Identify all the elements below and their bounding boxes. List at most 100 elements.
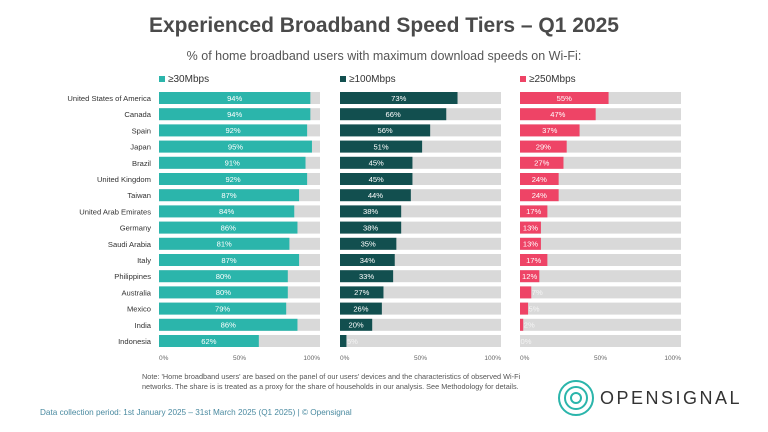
bar — [520, 173, 559, 185]
data-label: 27% — [354, 288, 369, 297]
bar — [159, 92, 311, 104]
bar-track — [520, 221, 681, 234]
data-label: 80% — [216, 288, 231, 297]
country-label: Italy — [137, 256, 151, 265]
data-label: 5% — [347, 337, 358, 346]
data-label: 37% — [542, 126, 557, 135]
bar — [520, 124, 580, 137]
data-label: 17% — [526, 256, 541, 265]
data-label: 56% — [377, 126, 392, 135]
bar — [340, 302, 382, 315]
country-label: United Arab Emirates — [79, 207, 151, 216]
bar — [340, 286, 384, 299]
data-label: 45% — [369, 175, 384, 184]
data-label: 7% — [532, 288, 543, 297]
bar — [340, 189, 411, 202]
bar-track — [520, 302, 681, 315]
bar — [520, 189, 559, 202]
tick-label: 0% — [159, 355, 169, 362]
data-label: 35% — [361, 240, 376, 249]
data-label: 73% — [391, 94, 406, 103]
data-label: 24% — [532, 191, 547, 200]
data-label: 92% — [225, 175, 240, 184]
opensignal-logo-icon — [558, 380, 594, 416]
bar-track — [520, 205, 681, 218]
bar — [340, 92, 458, 104]
data-label: 33% — [359, 272, 374, 281]
bar — [159, 237, 290, 250]
data-label: 38% — [363, 207, 378, 216]
data-collection-footer: Data collection period: 1st January 2025… — [40, 408, 352, 417]
country-label: Taiwan — [127, 191, 151, 200]
bar — [159, 254, 300, 266]
bar — [159, 335, 259, 347]
country-label: Australia — [121, 288, 151, 297]
bar — [159, 124, 308, 137]
bar — [159, 286, 288, 299]
bar — [520, 237, 541, 250]
bar — [520, 156, 564, 169]
bar — [159, 221, 298, 234]
opensignal-logo: OPENSIGNAL — [556, 378, 746, 418]
legend-label: ≥100Mbps — [349, 74, 396, 85]
data-label: 38% — [363, 223, 378, 232]
bar — [520, 270, 540, 283]
country-label: Japan — [130, 143, 151, 152]
bar — [159, 189, 300, 202]
data-label: 47% — [550, 110, 565, 119]
legend-swatch — [520, 76, 526, 82]
tick-label: 100% — [303, 355, 320, 362]
bar-chart: United States of America Canada Spain Japan… — [67, 74, 681, 362]
bar — [340, 221, 402, 234]
tick-label: 100% — [484, 355, 501, 362]
data-label: 86% — [221, 223, 236, 232]
country-label: Brazil — [132, 159, 151, 168]
data-label: 13% — [523, 223, 538, 232]
data-label: 95% — [228, 142, 243, 151]
data-label: 12% — [522, 272, 537, 281]
data-label: 24% — [532, 175, 547, 184]
country-label: United Kingdom — [97, 175, 151, 184]
bar-track — [520, 254, 681, 266]
methodology-note: Note: 'Home broadband users' are based o… — [142, 372, 521, 391]
data-label: 27% — [534, 159, 549, 168]
data-label: 26% — [353, 304, 368, 313]
bar — [159, 318, 298, 331]
data-label: 79% — [215, 304, 230, 313]
data-label: 66% — [386, 110, 401, 119]
bar — [340, 335, 347, 347]
bar — [340, 140, 423, 153]
bar — [520, 286, 532, 299]
data-label: 87% — [221, 191, 236, 200]
data-label: 84% — [219, 207, 234, 216]
bar — [520, 302, 529, 315]
data-label: 94% — [227, 94, 242, 103]
bar — [340, 270, 394, 283]
bar — [340, 173, 413, 185]
data-label: 0% — [521, 337, 532, 346]
country-label: Germany — [120, 224, 151, 233]
bar — [520, 108, 596, 121]
data-label: 5% — [529, 304, 540, 313]
data-label: 86% — [221, 321, 236, 330]
chart-subtitle: % of home broadband users with maximum d… — [186, 49, 582, 63]
bar — [520, 221, 541, 234]
bar-track — [520, 189, 681, 202]
bar — [520, 140, 567, 153]
bar-track — [340, 335, 501, 347]
tick-label: 0% — [520, 355, 530, 362]
bar-track — [520, 318, 681, 331]
chart-title: Experienced Broadband Speed Tiers – Q1 2… — [149, 14, 619, 37]
data-label: 92% — [225, 126, 240, 135]
legend-label: ≥250Mbps — [529, 74, 576, 85]
country-label: United States of America — [67, 94, 151, 103]
tick-label: 50% — [594, 355, 607, 362]
data-label: 44% — [368, 191, 383, 200]
bar — [340, 254, 395, 266]
bar — [520, 318, 524, 331]
bar — [340, 108, 447, 121]
bar-track — [520, 286, 681, 299]
bar-track — [520, 237, 681, 250]
data-label: 20% — [348, 321, 363, 330]
bar-track — [520, 270, 681, 283]
